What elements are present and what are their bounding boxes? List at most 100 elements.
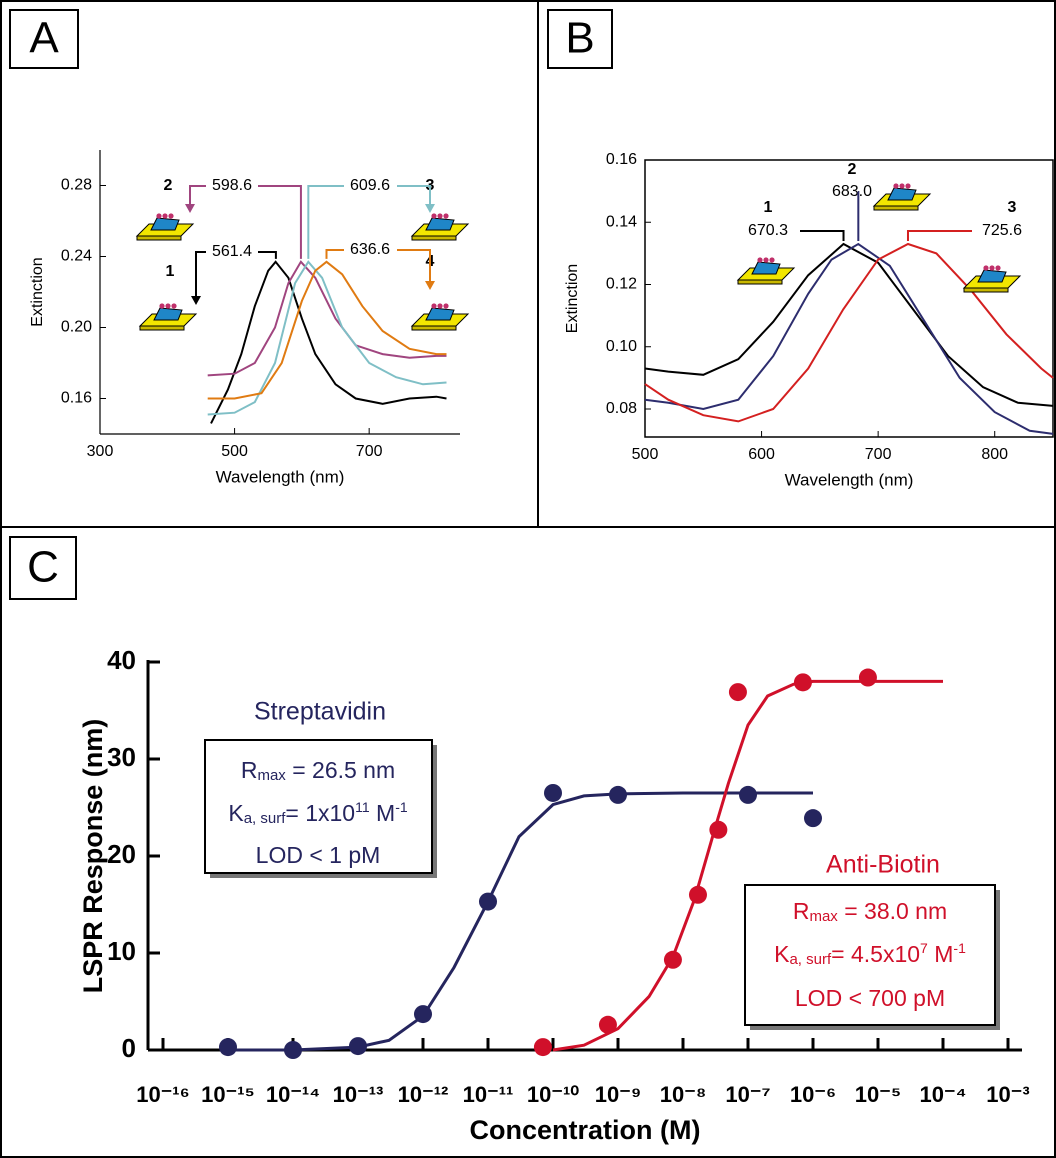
peak-bracket: [800, 230, 845, 242]
data-point: [598, 1015, 617, 1034]
molecule: [431, 303, 437, 309]
sensor-icon: [736, 257, 796, 285]
sensor-icon: [138, 303, 198, 331]
param-text: M: [928, 941, 954, 967]
substrate-side: [963, 287, 1009, 293]
spectrum-line: [207, 260, 447, 416]
data-point: [688, 885, 707, 904]
y-tick-label: 0.24: [61, 248, 92, 265]
sensor-icon: [410, 213, 470, 241]
spectrum-number: 2: [848, 161, 857, 178]
spectrum-line: [210, 260, 447, 424]
molecule: [443, 303, 449, 309]
param-text: M: [370, 800, 396, 826]
panel-label: C: [27, 543, 59, 592]
data-point: [479, 892, 497, 911]
param-text: = 38.0 nm: [838, 898, 947, 924]
peak-bracket: [325, 249, 344, 259]
arrow-head: [425, 281, 435, 290]
peak-label: 598.6: [212, 177, 252, 194]
molecule: [168, 213, 174, 219]
panel-box: [9, 9, 79, 69]
spectrum-line: [644, 242, 1054, 435]
molecule: [165, 303, 171, 309]
nanoparticle: [977, 269, 1007, 283]
substrate-side: [139, 325, 185, 331]
param-text: K: [774, 941, 790, 967]
nanoparticle: [150, 217, 180, 231]
data-point: [219, 1038, 237, 1057]
pointer-arrow: [397, 185, 431, 205]
pointer-arrow: [397, 249, 431, 282]
spectrum-line: [207, 260, 447, 400]
data-point: [804, 809, 822, 828]
nanoparticle: [425, 217, 455, 231]
spectrum-number: 1: [166, 263, 175, 280]
panel-label: A: [29, 14, 59, 63]
param-text: R: [241, 757, 258, 783]
x-axis-title: Wavelength (nm): [216, 467, 345, 486]
x-tick-label: 10⁻⁹: [595, 1082, 642, 1107]
molecule: [437, 303, 443, 309]
x-axis-title: Concentration (M): [470, 1115, 701, 1145]
sensor-icon: [962, 265, 1022, 293]
y-tick-label: 20: [107, 839, 136, 869]
y-tick-label: 40: [107, 645, 136, 675]
plot-frame: [644, 159, 1054, 438]
x-tick-label: 10⁻⁵: [855, 1082, 901, 1107]
arrow-head: [185, 204, 195, 213]
param-text: = 4.5x10: [831, 941, 920, 967]
peak-label: 683.0: [832, 183, 872, 200]
spectrum-number: 3: [1008, 199, 1017, 216]
molecule: [757, 257, 763, 263]
y-tick-label: 0.12: [606, 276, 637, 293]
spectrum-number: 1: [764, 199, 773, 216]
param-text: K: [228, 800, 244, 826]
spectrum-line: [207, 260, 447, 377]
nanoparticle: [887, 187, 917, 201]
molecule: [162, 213, 168, 219]
sensor-icon: [135, 213, 195, 241]
y-tick-label: 0.28: [61, 177, 92, 194]
pointer-arrow: [189, 185, 206, 205]
molecule: [905, 183, 911, 189]
param-box: [744, 884, 996, 1026]
param-line: Rmax = 38.0 nm: [793, 898, 947, 925]
molecule: [763, 257, 769, 263]
peak-label: 636.6: [350, 241, 390, 258]
panel-box: [547, 9, 613, 69]
param-line: LOD < 700 pM: [795, 985, 945, 1011]
molecule: [989, 265, 995, 271]
param-line: Ka, surf= 4.5x107 M-1: [774, 940, 966, 969]
x-tick-label: 600: [748, 446, 775, 463]
nanoparticle: [425, 307, 455, 321]
substrate-side: [737, 279, 783, 285]
data-point: [739, 785, 757, 804]
param-text: max: [809, 908, 838, 925]
x-axis-title: Wavelength (nm): [785, 470, 914, 489]
peak-bracket: [307, 185, 344, 259]
x-tick-label: 500: [221, 443, 248, 460]
x-tick-label: 10⁻⁷: [725, 1082, 770, 1107]
param-text: max: [257, 767, 286, 784]
y-axis-title: LSPR Response (nm): [78, 719, 108, 994]
y-tick-label: 0.20: [61, 319, 92, 336]
molecule: [995, 265, 1001, 271]
nanoparticle: [153, 307, 183, 321]
y-axis-title: Extinction: [564, 264, 581, 333]
param-text: -1: [953, 940, 966, 956]
molecule: [893, 183, 899, 189]
param-text: LOD < 700 pM: [795, 985, 945, 1011]
data-point: [284, 1041, 302, 1059]
data-point: [544, 783, 562, 802]
substrate-side: [873, 205, 919, 211]
param-text: -1: [395, 799, 408, 815]
panel-label: B: [565, 14, 594, 63]
peak-label: 670.3: [748, 222, 788, 239]
param-text: a, surf: [789, 951, 832, 968]
peak-bracket: [258, 185, 302, 259]
param-line: Ka, surf= 1x1011 M-1: [228, 799, 408, 828]
peak-label: 561.4: [212, 243, 252, 260]
x-tick-label: 10⁻¹⁶: [136, 1082, 190, 1107]
data-point: [793, 673, 812, 692]
